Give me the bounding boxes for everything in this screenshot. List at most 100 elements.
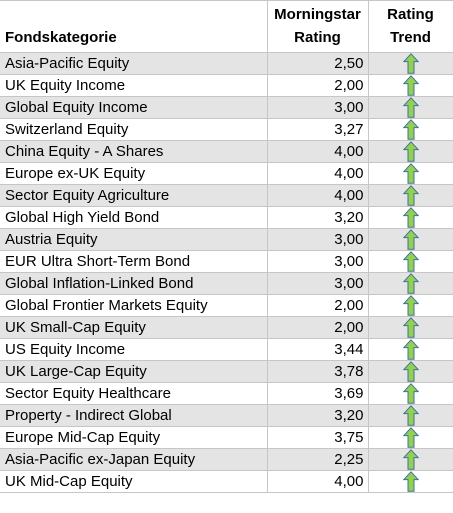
- trend-cell[interactable]: [368, 228, 453, 251]
- rating-cell[interactable]: 3,00: [267, 250, 369, 273]
- table-row: Sector Equity Agriculture 4,00: [0, 184, 453, 207]
- up-arrow-icon: [402, 317, 419, 338]
- header-trend-line2: Trend: [390, 29, 431, 46]
- trend-cell[interactable]: [368, 448, 453, 471]
- trend-cell[interactable]: [368, 184, 453, 207]
- table-row: Asia-Pacific ex-Japan Equity 2,25: [0, 448, 453, 471]
- up-arrow-icon: [402, 427, 419, 448]
- up-arrow-icon: [402, 185, 419, 206]
- rating-cell[interactable]: 3,00: [267, 96, 369, 119]
- rating-cell[interactable]: 2,00: [267, 294, 369, 317]
- table-row: UK Small-Cap Equity 2,00: [0, 316, 453, 339]
- header-trend[interactable]: Rating Trend: [368, 0, 453, 53]
- trend-cell[interactable]: [368, 118, 453, 141]
- trend-cell[interactable]: [368, 140, 453, 163]
- header-category-label: Fondskategorie: [5, 29, 117, 46]
- category-cell[interactable]: Global High Yield Bond: [0, 206, 268, 229]
- rating-cell[interactable]: 4,00: [267, 162, 369, 185]
- trend-cell[interactable]: [368, 426, 453, 449]
- table-row: Europe ex-UK Equity 4,00: [0, 162, 453, 185]
- category-cell[interactable]: US Equity Income: [0, 338, 268, 361]
- table-row: US Equity Income 3,44: [0, 338, 453, 361]
- category-cell[interactable]: China Equity - A Shares: [0, 140, 268, 163]
- table-row: UK Large-Cap Equity 3,78: [0, 360, 453, 383]
- category-cell[interactable]: Asia-Pacific Equity: [0, 52, 268, 75]
- rating-cell[interactable]: 3,75: [267, 426, 369, 449]
- up-arrow-icon: [402, 339, 419, 360]
- category-cell[interactable]: Sector Equity Healthcare: [0, 382, 268, 405]
- up-arrow-icon: [402, 251, 419, 272]
- category-cell[interactable]: Property - Indirect Global: [0, 404, 268, 427]
- table-row: Global Frontier Markets Equity 2,00: [0, 294, 453, 317]
- up-arrow-icon: [402, 471, 419, 492]
- category-cell[interactable]: EUR Ultra Short-Term Bond: [0, 250, 268, 273]
- trend-cell[interactable]: [368, 74, 453, 97]
- rating-cell[interactable]: 3,20: [267, 404, 369, 427]
- header-rating[interactable]: Morningstar Rating: [267, 0, 369, 53]
- category-cell[interactable]: Europe ex-UK Equity: [0, 162, 268, 185]
- trend-cell[interactable]: [368, 316, 453, 339]
- up-arrow-icon: [402, 273, 419, 294]
- up-arrow-icon: [402, 361, 419, 382]
- table-row: Global Equity Income 3,00: [0, 96, 453, 119]
- header-trend-line1: Rating: [387, 6, 434, 23]
- trend-cell[interactable]: [368, 52, 453, 75]
- rating-cell[interactable]: 4,00: [267, 470, 369, 493]
- category-cell[interactable]: UK Mid-Cap Equity: [0, 470, 268, 493]
- trend-cell[interactable]: [368, 338, 453, 361]
- rating-cell[interactable]: 4,00: [267, 140, 369, 163]
- table-row: Switzerland Equity 3,27: [0, 118, 453, 141]
- trend-cell[interactable]: [368, 206, 453, 229]
- category-cell[interactable]: Switzerland Equity: [0, 118, 268, 141]
- trend-cell[interactable]: [368, 360, 453, 383]
- up-arrow-icon: [402, 295, 419, 316]
- header-rating-line2: Rating: [294, 29, 341, 46]
- up-arrow-icon: [402, 405, 419, 426]
- category-cell[interactable]: UK Equity Income: [0, 74, 268, 97]
- category-cell[interactable]: Sector Equity Agriculture: [0, 184, 268, 207]
- trend-cell[interactable]: [368, 294, 453, 317]
- up-arrow-icon: [402, 75, 419, 96]
- trend-cell[interactable]: [368, 382, 453, 405]
- rating-cell[interactable]: 3,69: [267, 382, 369, 405]
- up-arrow-icon: [402, 119, 419, 140]
- trend-cell[interactable]: [368, 96, 453, 119]
- rating-cell[interactable]: 3,27: [267, 118, 369, 141]
- rating-cell[interactable]: 4,00: [267, 184, 369, 207]
- trend-cell[interactable]: [368, 470, 453, 493]
- rating-cell[interactable]: 2,50: [267, 52, 369, 75]
- table-row: EUR Ultra Short-Term Bond 3,00: [0, 250, 453, 273]
- trend-cell[interactable]: [368, 272, 453, 295]
- category-cell[interactable]: Austria Equity: [0, 228, 268, 251]
- rating-cell[interactable]: 3,00: [267, 272, 369, 295]
- rating-cell[interactable]: 2,25: [267, 448, 369, 471]
- category-cell[interactable]: UK Small-Cap Equity: [0, 316, 268, 339]
- rating-cell[interactable]: 3,44: [267, 338, 369, 361]
- rating-cell[interactable]: 3,20: [267, 206, 369, 229]
- trend-cell[interactable]: [368, 404, 453, 427]
- table-row: UK Equity Income 2,00: [0, 74, 453, 97]
- category-cell[interactable]: Global Equity Income: [0, 96, 268, 119]
- category-cell[interactable]: Global Inflation-Linked Bond: [0, 272, 268, 295]
- category-cell[interactable]: Asia-Pacific ex-Japan Equity: [0, 448, 268, 471]
- header-category[interactable]: Fondskategorie: [0, 0, 268, 53]
- rating-cell[interactable]: 3,00: [267, 228, 369, 251]
- header-row: Fondskategorie Morningstar Rating Rating…: [0, 0, 453, 53]
- category-cell[interactable]: Europe Mid-Cap Equity: [0, 426, 268, 449]
- category-cell[interactable]: Global Frontier Markets Equity: [0, 294, 268, 317]
- table-row: Property - Indirect Global 3,20: [0, 404, 453, 427]
- up-arrow-icon: [402, 229, 419, 250]
- rating-cell[interactable]: 2,00: [267, 74, 369, 97]
- table-row: Global High Yield Bond 3,20: [0, 206, 453, 229]
- trend-cell[interactable]: [368, 162, 453, 185]
- trend-cell[interactable]: [368, 250, 453, 273]
- table-row: Asia-Pacific Equity 2,50: [0, 52, 453, 75]
- fund-rating-table: Fondskategorie Morningstar Rating Rating…: [0, 0, 453, 493]
- up-arrow-icon: [402, 97, 419, 118]
- table-row: Austria Equity 3,00: [0, 228, 453, 251]
- category-cell[interactable]: UK Large-Cap Equity: [0, 360, 268, 383]
- up-arrow-icon: [402, 207, 419, 228]
- rating-cell[interactable]: 2,00: [267, 316, 369, 339]
- header-rating-line1: Morningstar: [274, 6, 361, 23]
- rating-cell[interactable]: 3,78: [267, 360, 369, 383]
